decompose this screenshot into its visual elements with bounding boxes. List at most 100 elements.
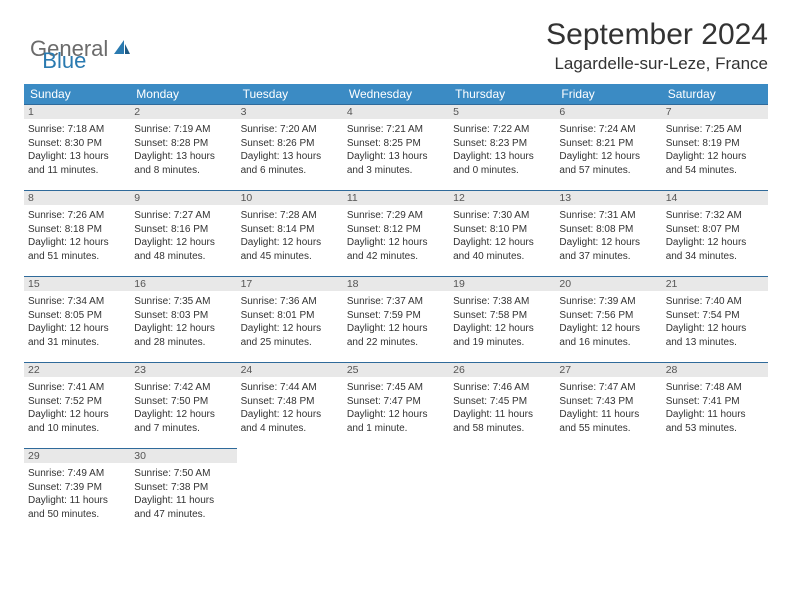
day-details: Sunrise: 7:27 AMSunset: 8:16 PMDaylight:… bbox=[130, 207, 236, 267]
sunrise-text: Sunrise: 7:49 AM bbox=[28, 467, 126, 481]
sunset-text: Sunset: 8:23 PM bbox=[453, 137, 551, 151]
sunrise-text: Sunrise: 7:47 AM bbox=[559, 381, 657, 395]
calendar-cell: 29Sunrise: 7:49 AMSunset: 7:39 PMDayligh… bbox=[24, 448, 130, 534]
sunrise-text: Sunrise: 7:19 AM bbox=[134, 123, 232, 137]
sunset-text: Sunset: 7:48 PM bbox=[241, 395, 339, 409]
daylight-text: Daylight: 12 hours and 13 minutes. bbox=[666, 322, 764, 349]
logo-sail-icon bbox=[112, 38, 132, 61]
day-details: Sunrise: 7:42 AMSunset: 7:50 PMDaylight:… bbox=[130, 379, 236, 439]
day-details: Sunrise: 7:24 AMSunset: 8:21 PMDaylight:… bbox=[555, 121, 661, 181]
daylight-text: Daylight: 12 hours and 10 minutes. bbox=[28, 408, 126, 435]
sunset-text: Sunset: 7:39 PM bbox=[28, 481, 126, 495]
sunset-text: Sunset: 8:25 PM bbox=[347, 137, 445, 151]
logo: General Blue bbox=[24, 18, 86, 74]
calendar-cell bbox=[343, 448, 449, 534]
day-number: 26 bbox=[449, 362, 555, 377]
day-number: 9 bbox=[130, 190, 236, 205]
day-number: 16 bbox=[130, 276, 236, 291]
daylight-text: Daylight: 12 hours and 25 minutes. bbox=[241, 322, 339, 349]
calendar-cell: 10Sunrise: 7:28 AMSunset: 8:14 PMDayligh… bbox=[237, 190, 343, 276]
sunset-text: Sunset: 7:45 PM bbox=[453, 395, 551, 409]
day-details: Sunrise: 7:46 AMSunset: 7:45 PMDaylight:… bbox=[449, 379, 555, 439]
day-details: Sunrise: 7:32 AMSunset: 8:07 PMDaylight:… bbox=[662, 207, 768, 267]
daylight-text: Daylight: 13 hours and 0 minutes. bbox=[453, 150, 551, 177]
sunrise-text: Sunrise: 7:39 AM bbox=[559, 295, 657, 309]
calendar-cell: 6Sunrise: 7:24 AMSunset: 8:21 PMDaylight… bbox=[555, 104, 661, 190]
calendar-cell: 11Sunrise: 7:29 AMSunset: 8:12 PMDayligh… bbox=[343, 190, 449, 276]
sunset-text: Sunset: 8:16 PM bbox=[134, 223, 232, 237]
sunrise-text: Sunrise: 7:45 AM bbox=[347, 381, 445, 395]
daylight-text: Daylight: 13 hours and 6 minutes. bbox=[241, 150, 339, 177]
day-number: 27 bbox=[555, 362, 661, 377]
day-number: 28 bbox=[662, 362, 768, 377]
logo-text-blue: Blue bbox=[42, 48, 86, 74]
calendar-cell: 17Sunrise: 7:36 AMSunset: 8:01 PMDayligh… bbox=[237, 276, 343, 362]
calendar-cell bbox=[555, 448, 661, 534]
daylight-text: Daylight: 11 hours and 58 minutes. bbox=[453, 408, 551, 435]
calendar-cell: 20Sunrise: 7:39 AMSunset: 7:56 PMDayligh… bbox=[555, 276, 661, 362]
day-number: 19 bbox=[449, 276, 555, 291]
day-number: 23 bbox=[130, 362, 236, 377]
daylight-text: Daylight: 11 hours and 47 minutes. bbox=[134, 494, 232, 521]
day-details: Sunrise: 7:41 AMSunset: 7:52 PMDaylight:… bbox=[24, 379, 130, 439]
calendar-row: 1 Sunrise: 7:18 AMSunset: 8:30 PMDaylight… bbox=[24, 104, 768, 190]
day-details: Sunrise: 7:18 AMSunset: 8:30 PMDaylight:… bbox=[24, 121, 130, 181]
weekday-header: Tuesday bbox=[237, 84, 343, 104]
daylight-text: Daylight: 12 hours and 4 minutes. bbox=[241, 408, 339, 435]
sunrise-text: Sunrise: 7:24 AM bbox=[559, 123, 657, 137]
daylight-text: Daylight: 11 hours and 50 minutes. bbox=[28, 494, 126, 521]
calendar-cell: 30Sunrise: 7:50 AMSunset: 7:38 PMDayligh… bbox=[130, 448, 236, 534]
sunrise-text: Sunrise: 7:36 AM bbox=[241, 295, 339, 309]
title-block: September 2024 Lagardelle-sur-Leze, Fran… bbox=[546, 18, 768, 74]
calendar-cell: 15Sunrise: 7:34 AMSunset: 8:05 PMDayligh… bbox=[24, 276, 130, 362]
location: Lagardelle-sur-Leze, France bbox=[546, 54, 768, 74]
daylight-text: Daylight: 12 hours and 54 minutes. bbox=[666, 150, 764, 177]
sunrise-text: Sunrise: 7:42 AM bbox=[134, 381, 232, 395]
sunset-text: Sunset: 8:26 PM bbox=[241, 137, 339, 151]
sunrise-text: Sunrise: 7:32 AM bbox=[666, 209, 764, 223]
calendar-cell: 25Sunrise: 7:45 AMSunset: 7:47 PMDayligh… bbox=[343, 362, 449, 448]
sunrise-text: Sunrise: 7:40 AM bbox=[666, 295, 764, 309]
sunset-text: Sunset: 7:52 PM bbox=[28, 395, 126, 409]
calendar-cell bbox=[662, 448, 768, 534]
day-details: Sunrise: 7:49 AMSunset: 7:39 PMDaylight:… bbox=[24, 465, 130, 525]
calendar-cell: 19 Sunrise: 7:38 AMSunset: 7:58 PMDayligh… bbox=[449, 276, 555, 362]
day-details: Sunrise: 7:20 AMSunset: 8:26 PMDaylight:… bbox=[237, 121, 343, 181]
day-number: 24 bbox=[237, 362, 343, 377]
calendar-cell: 12Sunrise: 7:30 AMSunset: 8:10 PMDayligh… bbox=[449, 190, 555, 276]
calendar-cell: 8Sunrise: 7:26 AMSunset: 8:18 PMDaylight… bbox=[24, 190, 130, 276]
daylight-text: Daylight: 12 hours and 1 minute. bbox=[347, 408, 445, 435]
day-details: Sunrise: 7:38 AMSunset: 7:58 PMDaylight:… bbox=[449, 293, 555, 353]
sunrise-text: Sunrise: 7:27 AM bbox=[134, 209, 232, 223]
calendar-cell: 18Sunrise: 7:37 AMSunset: 7:59 PMDayligh… bbox=[343, 276, 449, 362]
calendar-cell: 26 Sunrise: 7:46 AMSunset: 7:45 PMDayligh… bbox=[449, 362, 555, 448]
sunrise-text: Sunrise: 7:26 AM bbox=[28, 209, 126, 223]
calendar-cell: 1 Sunrise: 7:18 AMSunset: 8:30 PMDaylight… bbox=[24, 104, 130, 190]
day-details: Sunrise: 7:29 AMSunset: 8:12 PMDaylight:… bbox=[343, 207, 449, 267]
daylight-text: Daylight: 12 hours and 48 minutes. bbox=[134, 236, 232, 263]
calendar-cell: 22Sunrise: 7:41 AMSunset: 7:52 PMDayligh… bbox=[24, 362, 130, 448]
header: General Blue September 2024 Lagardelle-s… bbox=[24, 18, 768, 74]
calendar-cell bbox=[449, 448, 555, 534]
day-details: Sunrise: 7:48 AMSunset: 7:41 PMDaylight:… bbox=[662, 379, 768, 439]
sunrise-text: Sunrise: 7:29 AM bbox=[347, 209, 445, 223]
calendar-cell: 2Sunrise: 7:19 AMSunset: 8:28 PMDaylight… bbox=[130, 104, 236, 190]
day-number: 15 bbox=[24, 276, 130, 291]
calendar-cell: 14Sunrise: 7:32 AMSunset: 8:07 PMDayligh… bbox=[662, 190, 768, 276]
daylight-text: Daylight: 12 hours and 19 minutes. bbox=[453, 322, 551, 349]
day-number: 12 bbox=[449, 190, 555, 205]
sunrise-text: Sunrise: 7:48 AM bbox=[666, 381, 764, 395]
calendar-row: 8Sunrise: 7:26 AMSunset: 8:18 PMDaylight… bbox=[24, 190, 768, 276]
daylight-text: Daylight: 12 hours and 34 minutes. bbox=[666, 236, 764, 263]
sunset-text: Sunset: 7:58 PM bbox=[453, 309, 551, 323]
daylight-text: Daylight: 13 hours and 3 minutes. bbox=[347, 150, 445, 177]
day-details: Sunrise: 7:25 AMSunset: 8:19 PMDaylight:… bbox=[662, 121, 768, 181]
day-number: 1 bbox=[24, 104, 130, 119]
daylight-text: Daylight: 11 hours and 55 minutes. bbox=[559, 408, 657, 435]
day-details: Sunrise: 7:45 AMSunset: 7:47 PMDaylight:… bbox=[343, 379, 449, 439]
day-number: 17 bbox=[237, 276, 343, 291]
calendar-cell: 7Sunrise: 7:25 AMSunset: 8:19 PMDaylight… bbox=[662, 104, 768, 190]
weekday-header: Monday bbox=[130, 84, 236, 104]
sunrise-text: Sunrise: 7:28 AM bbox=[241, 209, 339, 223]
day-details: Sunrise: 7:19 AMSunset: 8:28 PMDaylight:… bbox=[130, 121, 236, 181]
